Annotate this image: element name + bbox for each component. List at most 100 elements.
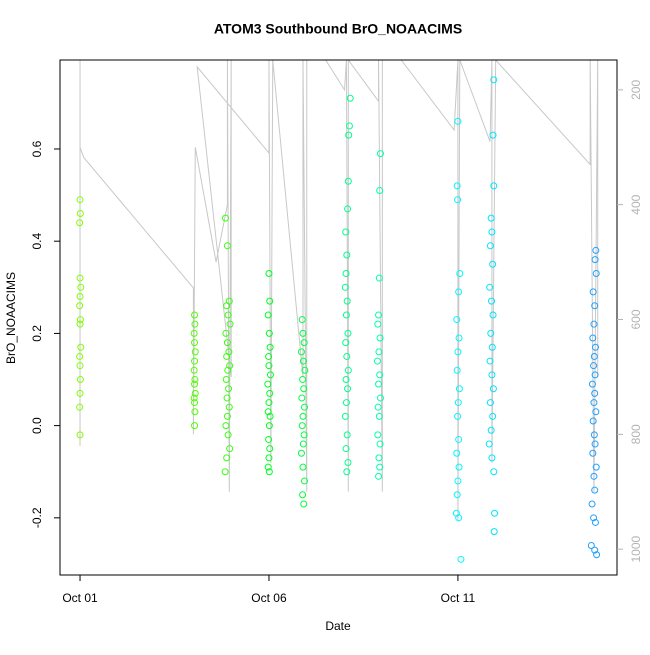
data-point — [590, 320, 598, 328]
data-point — [592, 463, 600, 471]
data-point — [592, 269, 600, 277]
data-point — [265, 435, 273, 443]
data-point — [489, 260, 497, 268]
data-point — [265, 269, 273, 277]
data-point — [299, 440, 307, 448]
data-point — [265, 454, 273, 462]
y-axis-label: BrO_NOAACIMS — [4, 272, 18, 364]
data-point — [588, 500, 596, 508]
y-tick-label: 0.2 — [30, 325, 44, 342]
data-point — [453, 316, 461, 324]
data-point — [487, 329, 495, 337]
data-point — [488, 228, 496, 236]
y2-tick-label: 200 — [629, 80, 643, 100]
data-point — [343, 297, 351, 305]
data-point — [488, 371, 496, 379]
data-point — [455, 385, 463, 393]
data-point — [341, 283, 349, 291]
data-point — [488, 343, 496, 351]
data-point — [490, 76, 498, 84]
data-point — [590, 362, 598, 370]
data-point — [592, 408, 600, 416]
data-point — [264, 380, 272, 388]
x-tick-label: Oct 11 — [441, 591, 476, 605]
data-point — [298, 316, 306, 324]
chart-title: ATOM3 Southbound BrO_NOAACIMS — [214, 21, 462, 37]
data-point — [226, 320, 234, 328]
data-point — [591, 486, 599, 494]
data-point — [454, 117, 462, 125]
data-point — [225, 403, 233, 411]
data-point — [454, 348, 462, 356]
data-point — [300, 385, 308, 393]
data-point — [346, 94, 354, 102]
data-point — [374, 320, 382, 328]
data-point — [376, 440, 384, 448]
data-point — [299, 376, 307, 384]
data-point — [190, 366, 198, 374]
data-point — [76, 302, 84, 310]
data-point — [376, 334, 384, 342]
data-point — [374, 403, 382, 411]
data-point — [375, 311, 383, 319]
y-tick-label: 0.6 — [30, 140, 44, 157]
data-point — [266, 412, 274, 420]
data-point — [222, 214, 230, 222]
data-point — [77, 283, 85, 291]
data-point — [593, 551, 601, 559]
data-point — [300, 403, 308, 411]
data-point — [266, 389, 274, 397]
data-point — [590, 352, 598, 360]
data-point — [191, 399, 199, 407]
data-point — [223, 242, 231, 250]
data-point — [191, 311, 199, 319]
data-point — [375, 412, 383, 420]
data-point — [226, 362, 234, 370]
data-point — [266, 371, 274, 379]
data-point — [376, 150, 384, 158]
data-point — [342, 311, 350, 319]
plot-frame — [59, 59, 618, 576]
data-point — [488, 454, 496, 462]
data-point — [490, 528, 498, 536]
data-point — [590, 514, 598, 522]
data-point — [454, 412, 462, 420]
data-point — [591, 546, 599, 554]
data-point — [453, 182, 461, 190]
data-point — [341, 412, 349, 420]
data-point — [455, 334, 463, 342]
data-point — [345, 122, 353, 130]
data-point — [486, 357, 494, 365]
x-tick-label: Oct 01 — [62, 591, 98, 605]
data-point — [264, 311, 272, 319]
data-point — [191, 339, 199, 347]
data-point — [191, 348, 199, 356]
data-point — [76, 293, 84, 301]
data-point — [298, 394, 306, 402]
altitude-line — [79, 60, 599, 521]
data-point — [191, 320, 199, 328]
data-point — [343, 251, 351, 259]
data-point — [375, 380, 383, 388]
data-point — [591, 302, 599, 310]
data-point — [455, 514, 463, 522]
data-point — [489, 311, 497, 319]
data-point — [223, 394, 231, 402]
data-point — [299, 463, 307, 471]
data-point — [591, 343, 599, 351]
data-point — [455, 288, 463, 296]
data-point — [591, 371, 599, 379]
data-point — [191, 422, 199, 430]
data-point — [487, 214, 495, 222]
data-point — [456, 269, 464, 277]
data-point — [489, 131, 497, 139]
data-point — [300, 431, 308, 439]
y-tick-label: 0.0 — [30, 417, 44, 434]
data-point — [224, 366, 232, 374]
data-point — [191, 357, 199, 365]
data-point — [489, 385, 497, 393]
data-point — [224, 311, 232, 319]
data-point — [345, 131, 353, 139]
data-point — [376, 463, 384, 471]
